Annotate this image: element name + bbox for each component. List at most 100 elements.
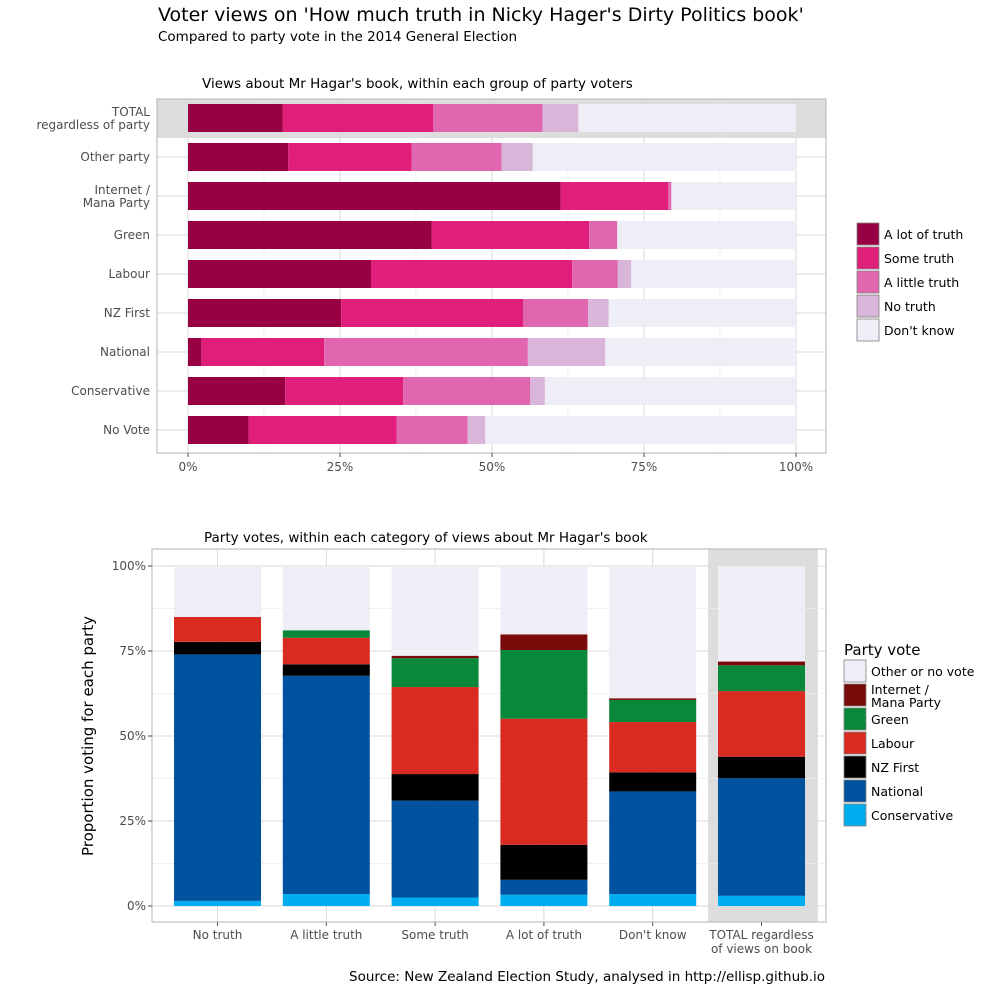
bar-internet-mana-party-some-truth (391, 655, 479, 659)
bar-labour-no-truth (174, 617, 261, 642)
chart-2-y-tick-label: 50% (119, 729, 146, 743)
legend-2-label: Internet / Mana Party (871, 682, 942, 710)
bar-conservative-total-regardless-of-views-on-book (718, 895, 805, 906)
bar-nz-first-no-truth (174, 641, 261, 655)
bar-no-truth-no-vote (467, 416, 486, 444)
chart-2-category-label: A lot of truth (506, 928, 582, 942)
chart-1-category-label: National (100, 345, 150, 359)
legend-2-key-green (843, 707, 867, 731)
bar-a-lot-of-truth-internet-mana-party (188, 182, 561, 210)
bar-a-little-truth-conservative (403, 377, 531, 405)
legend-1-key-a-lot-of-truth (856, 222, 880, 246)
chart-1-x-tick-label: 0% (178, 460, 197, 474)
bar-labour-some-truth (391, 687, 479, 775)
bar-a-little-truth-no-vote (396, 416, 468, 444)
bar-no-truth-conservative (530, 377, 545, 405)
chart-2-category-label: A little truth (290, 928, 362, 942)
chart-1-category-label: NZ First (104, 306, 151, 320)
chart-subtitle: Compared to party vote in the 2014 Gener… (158, 29, 518, 45)
bar-green-total-regardless-of-views-on-book (718, 665, 805, 692)
bar-a-little-truth-nz-first (523, 299, 589, 327)
chart-1-x-tick-label: 75% (631, 460, 658, 474)
bar-conservative-don-t-know (609, 894, 697, 906)
legend-2-label: Green (871, 712, 909, 727)
bar-conservative-a-lot-of-truth (500, 894, 588, 906)
bar-a-lot-of-truth-no-vote (188, 416, 249, 444)
bar-other-or-no-vote-some-truth (391, 566, 479, 656)
bar-nz-first-don-t-know (609, 772, 697, 792)
bar-don-t-know-labour (631, 260, 796, 288)
chart-1-category-label: No Vote (103, 423, 150, 437)
chart-1-x-tick-label: 100% (779, 460, 813, 474)
bar-internet-mana-party-don-t-know (609, 698, 697, 700)
bar-a-little-truth-national (324, 338, 528, 366)
chart-1-x-tick-label: 25% (327, 460, 354, 474)
bar-green-a-lot-of-truth (500, 649, 588, 719)
legend-1-label: Don't know (884, 323, 955, 338)
legend-2-key-internet-mana-party (843, 683, 867, 707)
legend-2-title: Party vote (844, 641, 920, 659)
bar-some-truth-internet-mana-party (560, 182, 669, 210)
bar-other-or-no-vote-no-truth (174, 566, 261, 617)
legend-2-key-conservative (843, 803, 867, 827)
bar-a-lot-of-truth-green (188, 221, 432, 249)
bar-conservative-a-little-truth (282, 894, 370, 906)
bar-a-little-truth-total-regardless-of-party (433, 104, 543, 132)
bar-labour-a-lot-of-truth (500, 718, 588, 845)
bar-internet-mana-party-total-regardless-of-views-on-book (718, 661, 805, 666)
legend-2-label: NZ First (871, 760, 919, 775)
legend-2-key-labour (843, 731, 867, 755)
bar-some-truth-no-vote (248, 416, 397, 444)
bar-other-or-no-vote-total-regardless-of-views-on-book (718, 566, 805, 662)
bar-some-truth-labour (371, 260, 573, 288)
bar-national-total-regardless-of-views-on-book (718, 778, 805, 896)
bar-a-little-truth-labour (572, 260, 618, 288)
bar-national-some-truth (391, 800, 479, 898)
bar-some-truth-other-party (288, 143, 412, 171)
legend-1-label: A lot of truth (884, 227, 963, 242)
chart-1-title: Views about Mr Hagar's book, within each… (202, 76, 633, 92)
bar-don-t-know-total-regardless-of-party (578, 104, 796, 132)
bar-conservative-some-truth (391, 897, 479, 906)
chart-1-x-tick-label: 50% (479, 460, 506, 474)
bar-a-lot-of-truth-total-regardless-of-party (188, 104, 283, 132)
chart-2-category-label: Some truth (401, 928, 468, 942)
chart-1-category-label: Internet / Mana Party (83, 183, 151, 210)
bar-national-don-t-know (609, 791, 697, 895)
chart-2-y-tick-label: 0% (127, 899, 146, 913)
bar-internet-mana-party-a-lot-of-truth (500, 634, 588, 650)
chart-1-category-label: Conservative (71, 384, 150, 398)
chart-1-category-label: Green (114, 228, 150, 242)
bar-no-truth-labour (617, 260, 632, 288)
legend-1-key-a-little-truth (856, 270, 880, 294)
legend-2-key-other-or-no-vote (843, 659, 867, 683)
bar-a-lot-of-truth-conservative (188, 377, 286, 405)
bar-other-or-no-vote-a-little-truth (282, 566, 370, 631)
bar-other-or-no-vote-a-lot-of-truth (500, 566, 588, 635)
bar-nz-first-a-little-truth (282, 664, 370, 676)
bar-labour-total-regardless-of-views-on-book (718, 691, 805, 757)
bar-green-some-truth (391, 658, 479, 688)
bar-labour-a-little-truth (282, 637, 370, 665)
bar-some-truth-national (201, 338, 325, 366)
chart-2-category-label: TOTAL regardless of views on book (708, 928, 813, 956)
legend-2-label: National (871, 784, 923, 799)
bar-don-t-know-national (605, 338, 796, 366)
bar-green-don-t-know (609, 699, 697, 723)
bar-nz-first-some-truth (391, 774, 479, 801)
bar-don-t-know-internet-mana-party (671, 182, 796, 210)
bar-a-little-truth-green (589, 221, 618, 249)
bar-labour-don-t-know (609, 722, 697, 773)
bar-don-t-know-nz-first (608, 299, 796, 327)
chart-2-y-tick-label: 100% (112, 559, 146, 573)
bar-don-t-know-conservative (544, 377, 796, 405)
source-note: Source: New Zealand Election Study, anal… (349, 969, 825, 985)
bar-no-truth-national (527, 338, 606, 366)
legend-2-label: Other or no vote (871, 664, 975, 679)
bar-other-or-no-vote-don-t-know (609, 566, 697, 699)
bar-don-t-know-no-vote (485, 416, 796, 444)
bar-some-truth-green (431, 221, 590, 249)
bar-national-no-truth (174, 654, 261, 901)
chart-2-category-label: No truth (193, 928, 243, 942)
